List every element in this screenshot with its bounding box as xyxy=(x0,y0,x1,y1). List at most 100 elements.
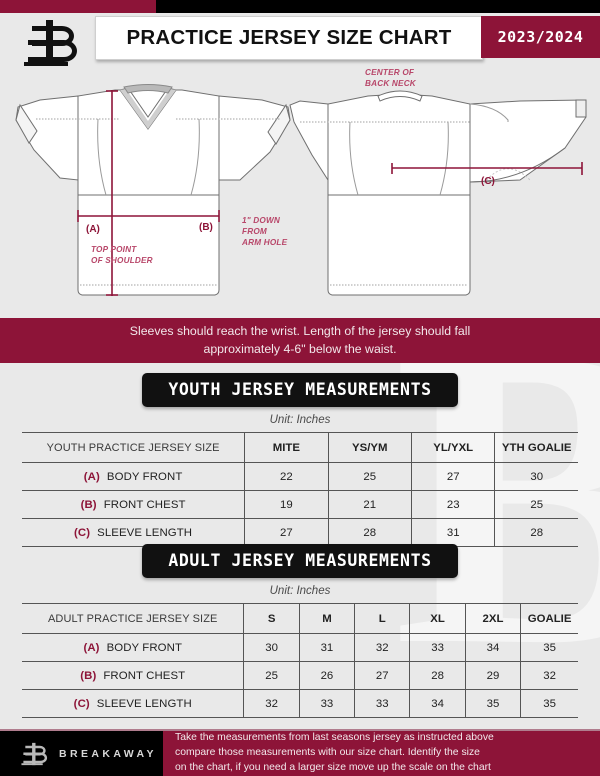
adult-cell-1-5: 32 xyxy=(520,661,578,690)
youth-cell-0-1: 25 xyxy=(328,462,412,491)
adult-row-name-2: SLEEVE LENGTH xyxy=(96,697,192,710)
youth-row-tag-0: (A) xyxy=(83,470,100,483)
front-annotation-a-line1: TOP POINT xyxy=(91,245,137,254)
fit-tip-line1: Sleeves should reach the wrist. Length o… xyxy=(129,324,471,339)
adult-cell-0-1: 31 xyxy=(299,633,356,662)
footer-brand-block: BREAKAWAY xyxy=(0,731,163,776)
youth-cell-1-1: 21 xyxy=(328,490,412,519)
fit-tip-banner: Sleeves should reach the wrist. Length o… xyxy=(0,318,600,363)
footer-brand-name: BREAKAWAY xyxy=(59,747,157,760)
adult-size-table: ADULT PRACTICE JERSEY SIZE S M L XL 2XL … xyxy=(22,603,578,718)
youth-size-table: YOUTH PRACTICE JERSEY SIZE MITE YS/YM YL… xyxy=(22,432,578,547)
adult-cell-1-0: 25 xyxy=(243,661,300,690)
front-measure-lines xyxy=(77,90,220,296)
adult-cell-1-4: 29 xyxy=(465,661,522,690)
back-annotation-c-letter: (C) xyxy=(481,176,495,187)
adult-cell-2-0: 32 xyxy=(243,689,300,718)
adult-cell-0-4: 34 xyxy=(465,633,522,662)
jersey-front-view xyxy=(15,84,291,296)
adult-cell-1-1: 26 xyxy=(299,661,356,690)
adult-unit-label: Unit: Inches xyxy=(269,585,331,597)
front-annotation-a-line2: OF SHOULDER xyxy=(91,256,153,265)
youth-row-name-0: BODY FRONT xyxy=(106,470,183,483)
front-annotation-b-line1: 1" DOWN xyxy=(242,216,281,225)
footer-divider xyxy=(0,729,600,731)
youth-cell-1-2: 23 xyxy=(411,490,496,519)
back-measure-lines xyxy=(391,162,583,175)
adult-cell-1-2: 27 xyxy=(354,661,411,690)
youth-row-label-2: (C) SLEEVE LENGTH xyxy=(22,518,246,547)
adult-cell-0-2: 32 xyxy=(354,633,411,662)
top-accent-strip xyxy=(0,0,600,13)
adult-cell-2-1: 33 xyxy=(299,689,356,718)
jersey-back-view xyxy=(289,90,587,296)
adult-cell-2-3: 34 xyxy=(409,689,466,718)
adult-cell-1-3: 28 xyxy=(409,661,466,690)
fit-tip-line2: approximately 4-6" below the waist. xyxy=(203,341,397,356)
adult-col-header-4: 2XL xyxy=(465,603,522,634)
front-annotation-b-letter: (B) xyxy=(199,222,213,233)
adult-row-label-2: (C) SLEEVE LENGTH xyxy=(22,689,245,718)
youth-row-tag-2: (C) xyxy=(74,526,91,539)
breakaway-b-logo-icon xyxy=(24,20,77,66)
youth-section: YOUTH JERSEY MEASUREMENTS Unit: Inches Y… xyxy=(0,363,600,547)
youth-cell-2-1: 28 xyxy=(328,518,412,547)
breakaway-b-logo-icon xyxy=(21,742,48,765)
youth-cell-1-0: 19 xyxy=(244,490,329,519)
youth-row-label-1: (B) FRONT CHEST xyxy=(22,490,246,519)
youth-col-header-0: MITE xyxy=(244,432,329,463)
top-accent-strip-maroon xyxy=(0,0,156,13)
adult-cell-2-2: 33 xyxy=(354,689,411,718)
youth-row-label-0: (A) BODY FRONT xyxy=(22,462,246,491)
adult-row-tag-0: (A) xyxy=(83,641,100,654)
adult-row-label-0: (A) BODY FRONT xyxy=(22,633,245,662)
adult-row-tag-2: (C) xyxy=(73,697,90,710)
youth-unit-label: Unit: Inches xyxy=(269,414,331,426)
adult-col-header-0: S xyxy=(243,603,300,634)
adult-section-title: ADULT JERSEY MEASUREMENTS xyxy=(142,544,458,578)
jersey-illustration-area: (A) TOP POINT OF SHOULDER (B) 1" DOWN FR… xyxy=(0,60,600,318)
youth-cell-1-3: 25 xyxy=(494,490,578,519)
adult-col-header-5: GOALIE xyxy=(520,603,578,634)
page-header: PRACTICE JERSEY SIZE CHART 2023/2024 xyxy=(0,13,600,66)
youth-table-header-row: YOUTH PRACTICE JERSEY SIZE MITE YS/YM YL… xyxy=(22,432,578,463)
footer-line1: Take the measurements from last seasons … xyxy=(175,732,494,744)
adult-row-name-1: FRONT CHEST xyxy=(103,669,186,682)
adult-col-header-1: M xyxy=(299,603,356,634)
adult-col-header-3: XL xyxy=(409,603,466,634)
adult-row-header-label: ADULT PRACTICE JERSEY SIZE xyxy=(22,603,245,634)
adult-row-tag-1: (B) xyxy=(80,669,97,682)
front-annotation-b-line2: FROM xyxy=(242,227,267,236)
adult-table-header-row: ADULT PRACTICE JERSEY SIZE S M L XL 2XL … xyxy=(22,603,578,634)
adult-cell-0-0: 30 xyxy=(243,633,300,662)
youth-section-title: YOUTH JERSEY MEASUREMENTS xyxy=(142,373,458,407)
youth-row-tag-1: (B) xyxy=(80,498,97,511)
youth-cell-0-0: 22 xyxy=(244,462,329,491)
adult-section: ADULT JERSEY MEASUREMENTS Unit: Inches A… xyxy=(0,534,600,718)
youth-col-header-2: YL/YXL xyxy=(411,432,496,463)
page-title: PRACTICE JERSEY SIZE CHART xyxy=(126,26,452,49)
adult-col-header-2: L xyxy=(354,603,411,634)
youth-cell-2-3: 28 xyxy=(494,518,578,547)
youth-cell-0-3: 30 xyxy=(494,462,578,491)
adult-cell-0-5: 35 xyxy=(520,633,578,662)
adult-row-label-1: (B) FRONT CHEST xyxy=(22,661,245,690)
youth-row-name-1: FRONT CHEST xyxy=(103,498,186,511)
footer-line2: compare those measurements with our size… xyxy=(175,747,480,758)
season-badge: 2023/2024 xyxy=(481,16,600,58)
footer-instructions: Take the measurements from last seasons … xyxy=(163,731,600,776)
youth-row-header-label: YOUTH PRACTICE JERSEY SIZE xyxy=(22,432,246,463)
youth-col-header-1: YS/YM xyxy=(328,432,412,463)
adult-cell-0-3: 33 xyxy=(409,633,466,662)
adult-cell-2-4: 35 xyxy=(465,689,522,718)
table-row: (C) SLEEVE LENGTH 32 33 33 34 35 35 xyxy=(22,689,578,718)
title-bar: PRACTICE JERSEY SIZE CHART xyxy=(95,16,483,60)
youth-row-name-2: SLEEVE LENGTH xyxy=(97,526,193,539)
footer-line3: on the chart, if you need a larger size … xyxy=(175,761,491,773)
table-row: (A) BODY FRONT 30 31 32 33 34 35 xyxy=(22,633,578,662)
back-annotation-c-line1: CENTER OF xyxy=(365,68,415,77)
table-row: (A) BODY FRONT 22 25 27 30 xyxy=(22,462,578,491)
front-annotation-a-letter: (A) xyxy=(86,224,100,235)
table-row: (B) FRONT CHEST 25 26 27 28 29 32 xyxy=(22,661,578,690)
back-annotation-c-line2: BACK NECK xyxy=(365,79,417,88)
